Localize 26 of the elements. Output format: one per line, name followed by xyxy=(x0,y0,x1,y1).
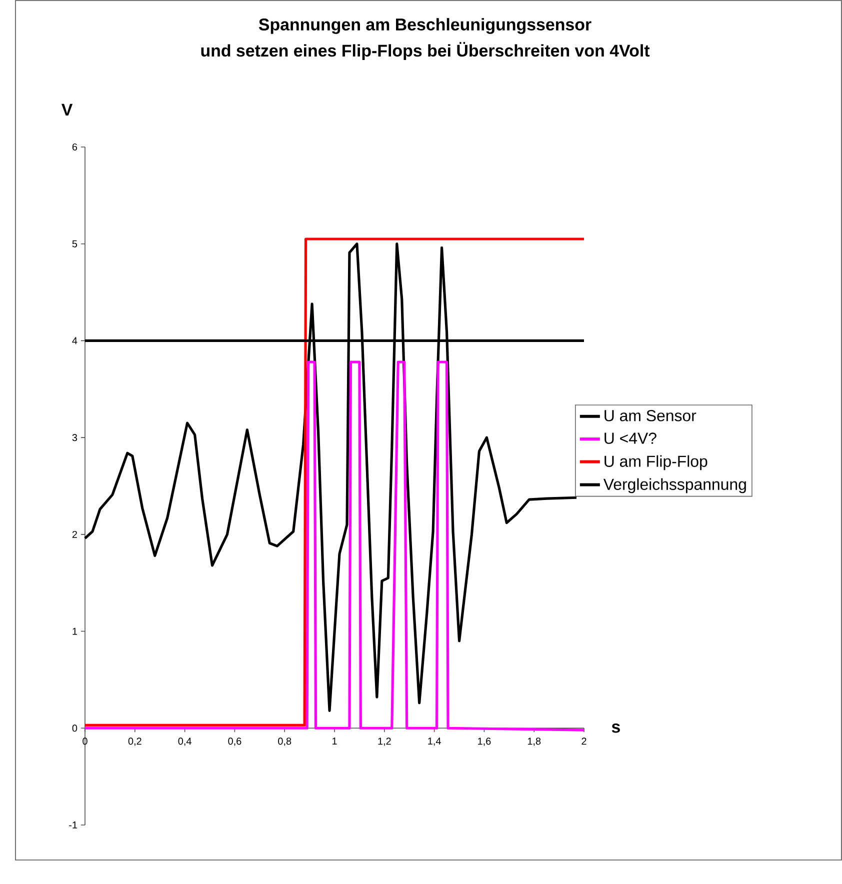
y-tick-label: -1 xyxy=(69,822,77,828)
x-tick-label: 1,4 xyxy=(428,738,441,746)
x-tick-label: 0,4 xyxy=(178,738,192,746)
y-axis-title: V xyxy=(62,104,73,116)
y-tick-label: 0 xyxy=(72,724,78,732)
x-tick-label: 1,6 xyxy=(478,738,491,746)
x-tick-label: 0,8 xyxy=(278,738,292,746)
y-tick-label: 1 xyxy=(72,628,77,635)
chart-title: Spannungen am Beschleunigungssensor xyxy=(258,18,592,34)
y-tick-label: 2 xyxy=(72,530,77,538)
legend-label: U <4V? xyxy=(604,432,656,444)
x-tick-label: 2 xyxy=(582,738,586,745)
chart-subtitle: und setzen eines Flip-Flops bei Überschreiten von 4Volt xyxy=(201,42,650,60)
y-tick-label: 6 xyxy=(72,143,78,151)
legend-label: U am Flip-Flop xyxy=(604,455,708,470)
y-tick-label: 5 xyxy=(72,240,78,248)
x-tick-label: 0,6 xyxy=(228,738,242,746)
y-tick-label: 4 xyxy=(72,337,78,344)
y-tick-label: 3 xyxy=(72,434,78,442)
x-tick-label: 1,2 xyxy=(378,738,391,746)
legend-label: U am Sensor xyxy=(604,410,696,422)
legend-label: Vergleichsspannung xyxy=(603,478,746,494)
x-tick-label: 1,8 xyxy=(528,738,541,746)
x-tick-label: 0,2 xyxy=(128,738,142,746)
x-axis-title: s xyxy=(612,723,620,733)
x-tick-label: 1 xyxy=(332,738,337,745)
